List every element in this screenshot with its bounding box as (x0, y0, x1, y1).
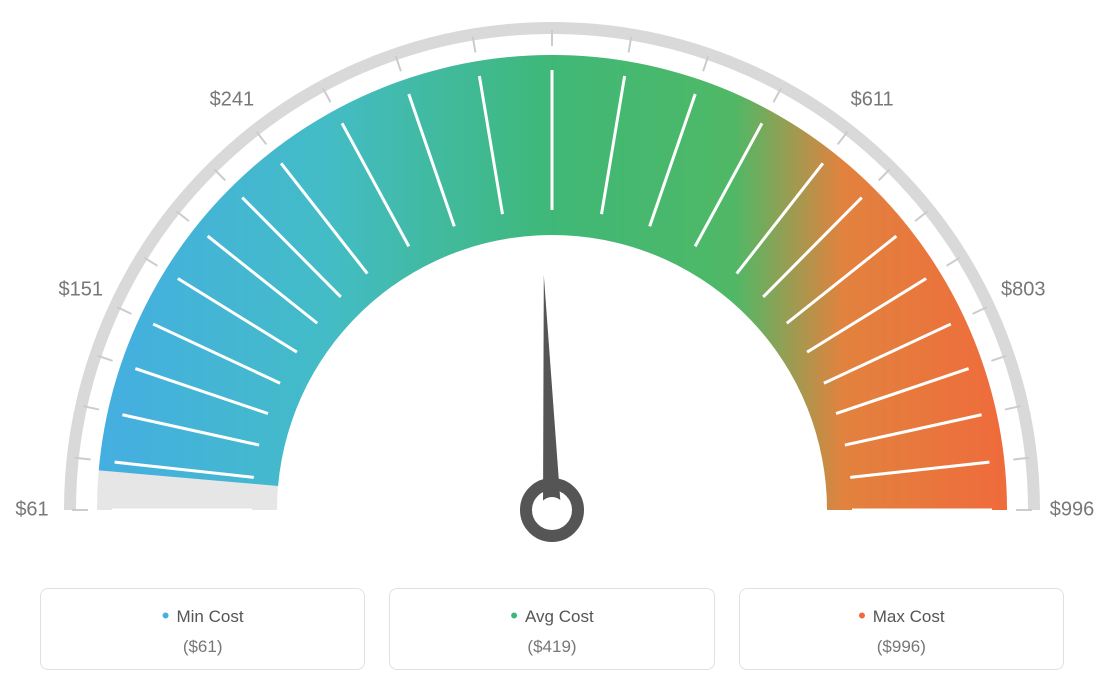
legend-avg-value: ($419) (390, 637, 713, 657)
legend-max-value: ($996) (740, 637, 1063, 657)
gauge-area: $61 $151 $241 $419 $611 $803 $996 (0, 0, 1104, 560)
tick-label: $61 (15, 499, 48, 522)
legend-min-value: ($61) (41, 637, 364, 657)
legend-box-avg: Avg Cost ($419) (389, 588, 714, 670)
tick-label: $996 (1050, 499, 1095, 522)
legend-max-label: Max Cost (740, 603, 1063, 629)
legend-box-max: Max Cost ($996) (739, 588, 1064, 670)
legend-box-min: Min Cost ($61) (40, 588, 365, 670)
tick-label: $803 (1001, 279, 1046, 302)
tick-label: $151 (58, 279, 103, 302)
gauge-svg (0, 0, 1104, 560)
legend-avg-label: Avg Cost (390, 603, 713, 629)
legend-min-label: Min Cost (41, 603, 364, 629)
gauge-chart-container: $61 $151 $241 $419 $611 $803 $996 Min Cost ($6… (0, 0, 1104, 690)
tick-label: $419 (530, 0, 575, 2)
legend-row: Min Cost ($61) Avg Cost ($419) Max Cost … (0, 588, 1104, 670)
tick-label: $241 (210, 89, 255, 112)
tick-label: $611 (851, 89, 894, 112)
